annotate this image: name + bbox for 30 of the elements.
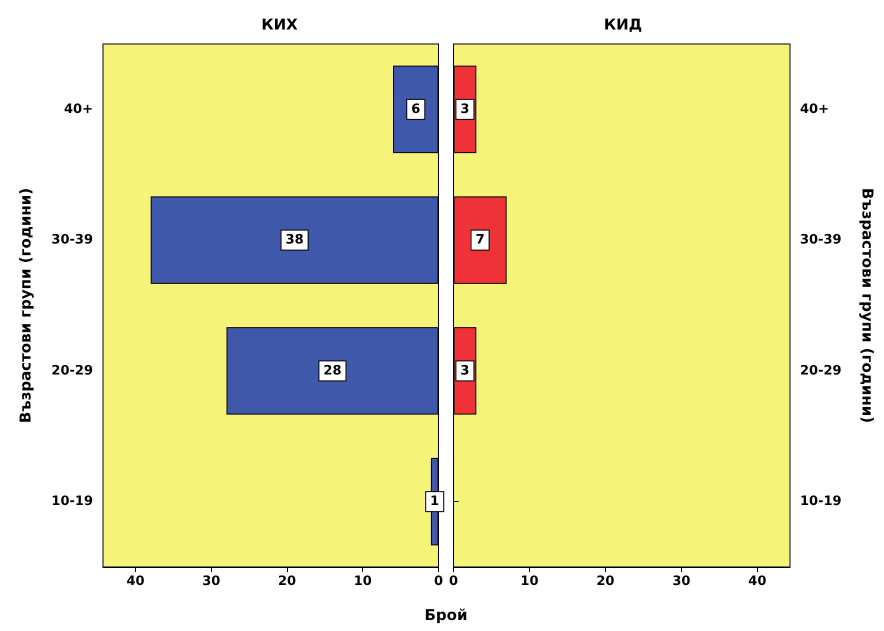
x-tick-label: 20 xyxy=(596,574,614,589)
x-tick-label: 10 xyxy=(520,574,539,589)
y-tick-label: 20-29 xyxy=(800,363,842,378)
data-label: 3 xyxy=(460,102,470,117)
y-tick-label: 30-39 xyxy=(800,232,842,248)
x-tick-label: 0 xyxy=(434,574,443,589)
y-tick-label: 40+ xyxy=(800,102,829,117)
x-tick-label: 10 xyxy=(354,574,372,589)
x-tick-label: 30 xyxy=(202,574,220,589)
y-tick-label: 10-19 xyxy=(51,494,93,510)
x-tick-label: 40 xyxy=(126,574,145,589)
x-tick-label: 0 xyxy=(449,574,458,589)
y-axis-title: Възрастови групи (години) xyxy=(858,188,876,424)
y-axis-title: Възрастови групи (години) xyxy=(16,188,34,424)
x-tick-label: 40 xyxy=(748,574,766,589)
data-label: 38 xyxy=(286,232,304,248)
chart-title: КИД xyxy=(604,16,642,34)
data-label: 6 xyxy=(411,102,420,117)
y-tick-label: 40+ xyxy=(64,102,93,117)
data-label: 1 xyxy=(430,494,440,510)
x-tick-label: 30 xyxy=(672,574,690,589)
data-label: 28 xyxy=(323,363,342,378)
y-tick-label: 10-19 xyxy=(800,494,842,510)
data-label: 3 xyxy=(460,363,470,378)
y-tick-label: 30-39 xyxy=(51,232,93,248)
x-axis-title: Брой xyxy=(424,606,468,624)
chart-title: КИХ xyxy=(261,16,298,34)
data-label: 7 xyxy=(476,232,485,248)
y-tick-label: 20-29 xyxy=(51,363,93,378)
x-tick-label: 20 xyxy=(278,574,296,589)
